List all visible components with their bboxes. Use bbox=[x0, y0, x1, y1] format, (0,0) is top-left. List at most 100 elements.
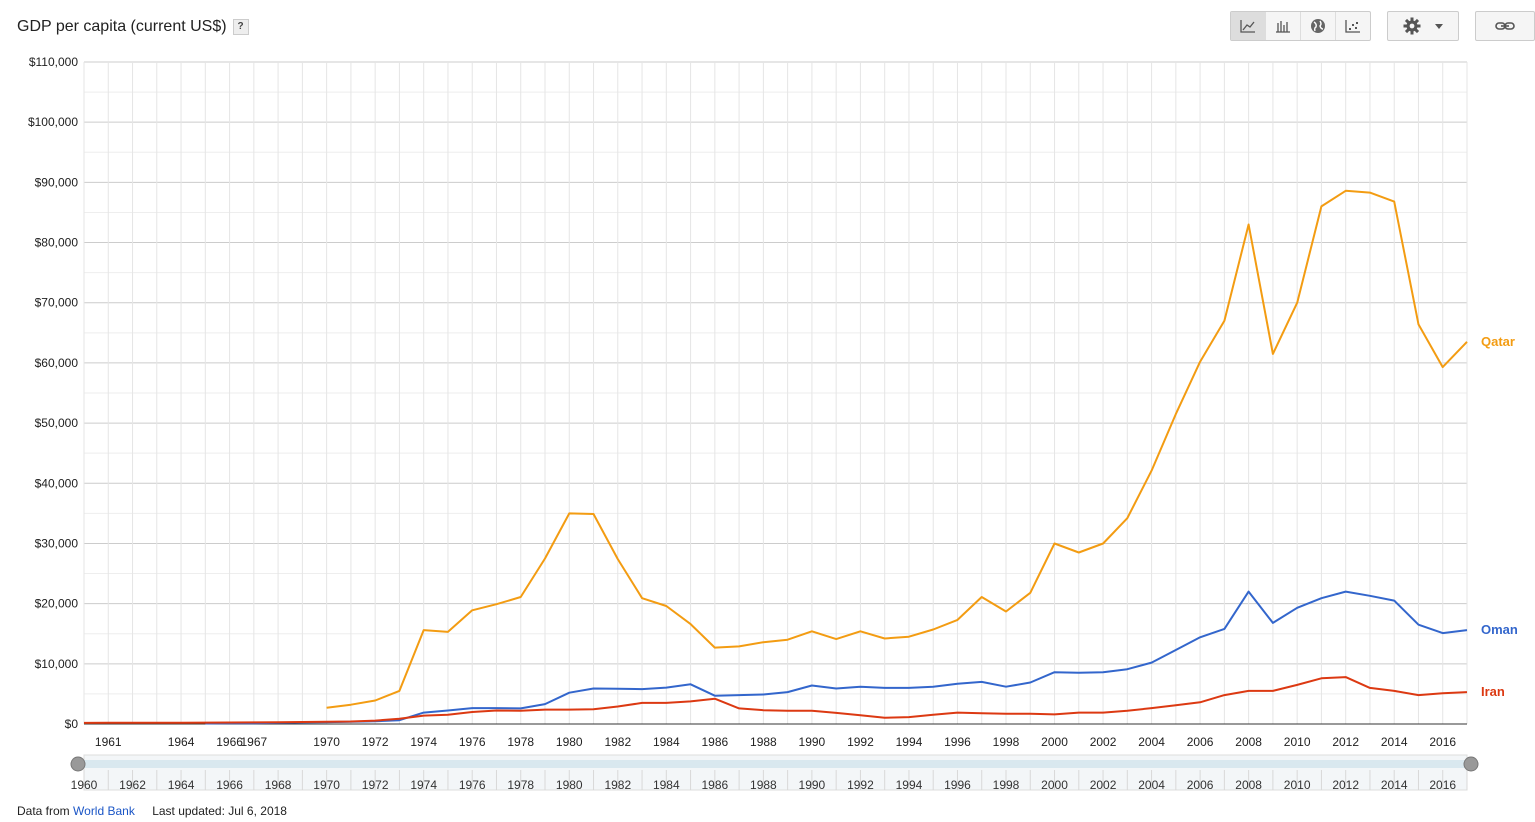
x-tick-label: 1990 bbox=[799, 735, 826, 749]
scatter-chart-icon bbox=[1345, 20, 1360, 33]
x-tick-label: 1984 bbox=[653, 735, 680, 749]
x-tick-label: 2014 bbox=[1381, 735, 1408, 749]
x-tick-label: 1976 bbox=[459, 735, 486, 749]
line-chart-icon bbox=[1240, 20, 1255, 33]
x-tick-label: 2004 bbox=[1138, 735, 1165, 749]
slider-tick-label: 1982 bbox=[604, 778, 631, 792]
slider-tick-label: 2012 bbox=[1332, 778, 1359, 792]
y-tick-label: $30,000 bbox=[35, 536, 79, 550]
gear-icon bbox=[1403, 17, 1421, 35]
series-label-qatar: Qatar bbox=[1481, 334, 1515, 349]
chart-title-text: GDP per capita (current US$) bbox=[17, 18, 227, 35]
slider-tick-label: 1984 bbox=[653, 778, 680, 792]
x-tick-label: 1966 bbox=[216, 735, 243, 749]
slider-tick-label: 1972 bbox=[362, 778, 389, 792]
world-bank-link[interactable]: World Bank bbox=[73, 804, 135, 818]
y-tick-label: $100,000 bbox=[28, 115, 78, 129]
series-line-iran[interactable] bbox=[83, 676, 1468, 724]
range-slider[interactable]: 1960 1962 1964 1966 1968 1970 1972 1974 1976 1978… bbox=[70, 754, 1479, 792]
slider-tick-label: 1966 bbox=[216, 778, 243, 792]
x-tick-label: 1994 bbox=[896, 735, 923, 749]
y-tick-label: $70,000 bbox=[35, 296, 79, 310]
grid-lines bbox=[83, 61, 1468, 725]
slider-tick-label: 1994 bbox=[896, 778, 923, 792]
share-link-button[interactable] bbox=[1475, 11, 1535, 41]
settings-button[interactable] bbox=[1387, 11, 1459, 41]
x-tick-label: 2002 bbox=[1090, 735, 1117, 749]
line-chart-button[interactable] bbox=[1231, 12, 1266, 40]
slider-tick-label: 2004 bbox=[1138, 778, 1165, 792]
chart-title: GDP per capita (current US$)? bbox=[17, 18, 249, 36]
slider-tick-label: 1968 bbox=[265, 778, 292, 792]
x-tick-label: 1967 bbox=[240, 735, 267, 749]
x-tick-label: 2006 bbox=[1187, 735, 1214, 749]
y-tick-label: $50,000 bbox=[35, 416, 79, 430]
slider-tick-label: 1976 bbox=[459, 778, 486, 792]
slider-tick-label: 2000 bbox=[1041, 778, 1068, 792]
globe-icon bbox=[1311, 19, 1325, 33]
x-tick-label: 1974 bbox=[410, 735, 437, 749]
x-tick-label: 1986 bbox=[701, 735, 728, 749]
x-tick-label: 1998 bbox=[993, 735, 1020, 749]
bar-chart-button[interactable] bbox=[1266, 12, 1301, 40]
slider-handle-start[interactable] bbox=[70, 756, 86, 772]
x-tick-label: 1980 bbox=[556, 735, 583, 749]
x-tick-label: 2000 bbox=[1041, 735, 1068, 749]
caret-down-icon bbox=[1435, 23, 1443, 29]
series-line-oman[interactable] bbox=[205, 590, 1468, 725]
slider-tick-label: 1990 bbox=[799, 778, 826, 792]
slider-selection bbox=[84, 760, 1467, 768]
x-tick-label: 1972 bbox=[362, 735, 389, 749]
slider-tick-label: 2014 bbox=[1381, 778, 1408, 792]
slider-tick-label: 1980 bbox=[556, 778, 583, 792]
slider-tick-label: 2016 bbox=[1429, 778, 1456, 792]
x-tick-label: 1982 bbox=[604, 735, 631, 749]
map-view-button[interactable] bbox=[1301, 12, 1336, 40]
series-label-oman: Oman bbox=[1481, 622, 1518, 637]
link-icon bbox=[1495, 22, 1515, 30]
bar-chart-icon bbox=[1276, 21, 1290, 33]
series-lines bbox=[83, 189, 1468, 725]
slider-tick-label: 1988 bbox=[750, 778, 777, 792]
series-labels: Qatar Oman Iran bbox=[1481, 334, 1518, 699]
slider-tick-label: 2010 bbox=[1284, 778, 1311, 792]
y-tick-label: $40,000 bbox=[35, 476, 79, 490]
x-tick-label: 1996 bbox=[944, 735, 971, 749]
series-line-qatar[interactable] bbox=[326, 189, 1468, 709]
slider-tick-label: 1974 bbox=[410, 778, 437, 792]
slider-handle-end[interactable] bbox=[1463, 756, 1479, 772]
slider-tick-label: 1996 bbox=[944, 778, 971, 792]
scatter-chart-button[interactable] bbox=[1336, 12, 1370, 40]
y-tick-label: $10,000 bbox=[35, 657, 79, 671]
slider-tick-label: 1960 bbox=[71, 778, 98, 792]
x-tick-label: 1961 bbox=[95, 735, 122, 749]
slider-tick-label: 1978 bbox=[507, 778, 534, 792]
footer-prefix: Data from bbox=[17, 804, 70, 818]
y-tick-label: $110,000 bbox=[29, 55, 78, 69]
y-tick-label: $80,000 bbox=[35, 236, 79, 250]
slider-tick-label: 1964 bbox=[168, 778, 195, 792]
slider-tick-label: 1986 bbox=[701, 778, 728, 792]
x-tick-label: 2010 bbox=[1284, 735, 1311, 749]
footer: Data from World Bank Last updated: Jul 6… bbox=[17, 804, 287, 818]
x-tick-label: 1970 bbox=[313, 735, 340, 749]
slider-tick-label: 2002 bbox=[1090, 778, 1117, 792]
gdp-line-chart: $0 $10,000 $20,000 $30,000 $40,000 $50,000 $60… bbox=[28, 55, 1518, 792]
chart-type-toolbar bbox=[1230, 11, 1371, 41]
help-button[interactable]: ? bbox=[232, 19, 249, 35]
slider-tick-label: 2008 bbox=[1235, 778, 1262, 792]
x-tick-label: 1964 bbox=[168, 735, 195, 749]
y-tick-label: $0 bbox=[65, 717, 79, 731]
x-tick-label: 1988 bbox=[750, 735, 777, 749]
x-tick-label: 1992 bbox=[847, 735, 874, 749]
y-tick-label: $60,000 bbox=[35, 356, 79, 370]
x-tick-label: 1978 bbox=[507, 735, 534, 749]
last-updated: Last updated: Jul 6, 2018 bbox=[152, 804, 287, 818]
y-axis-labels: $0 $10,000 $20,000 $30,000 $40,000 $50,000 $60… bbox=[28, 55, 78, 731]
x-tick-label: 2012 bbox=[1332, 735, 1359, 749]
slider-tick-label: 1992 bbox=[847, 778, 874, 792]
slider-tick-label: 1998 bbox=[993, 778, 1020, 792]
slider-tick-label: 2006 bbox=[1187, 778, 1214, 792]
y-tick-label: $90,000 bbox=[35, 175, 79, 189]
